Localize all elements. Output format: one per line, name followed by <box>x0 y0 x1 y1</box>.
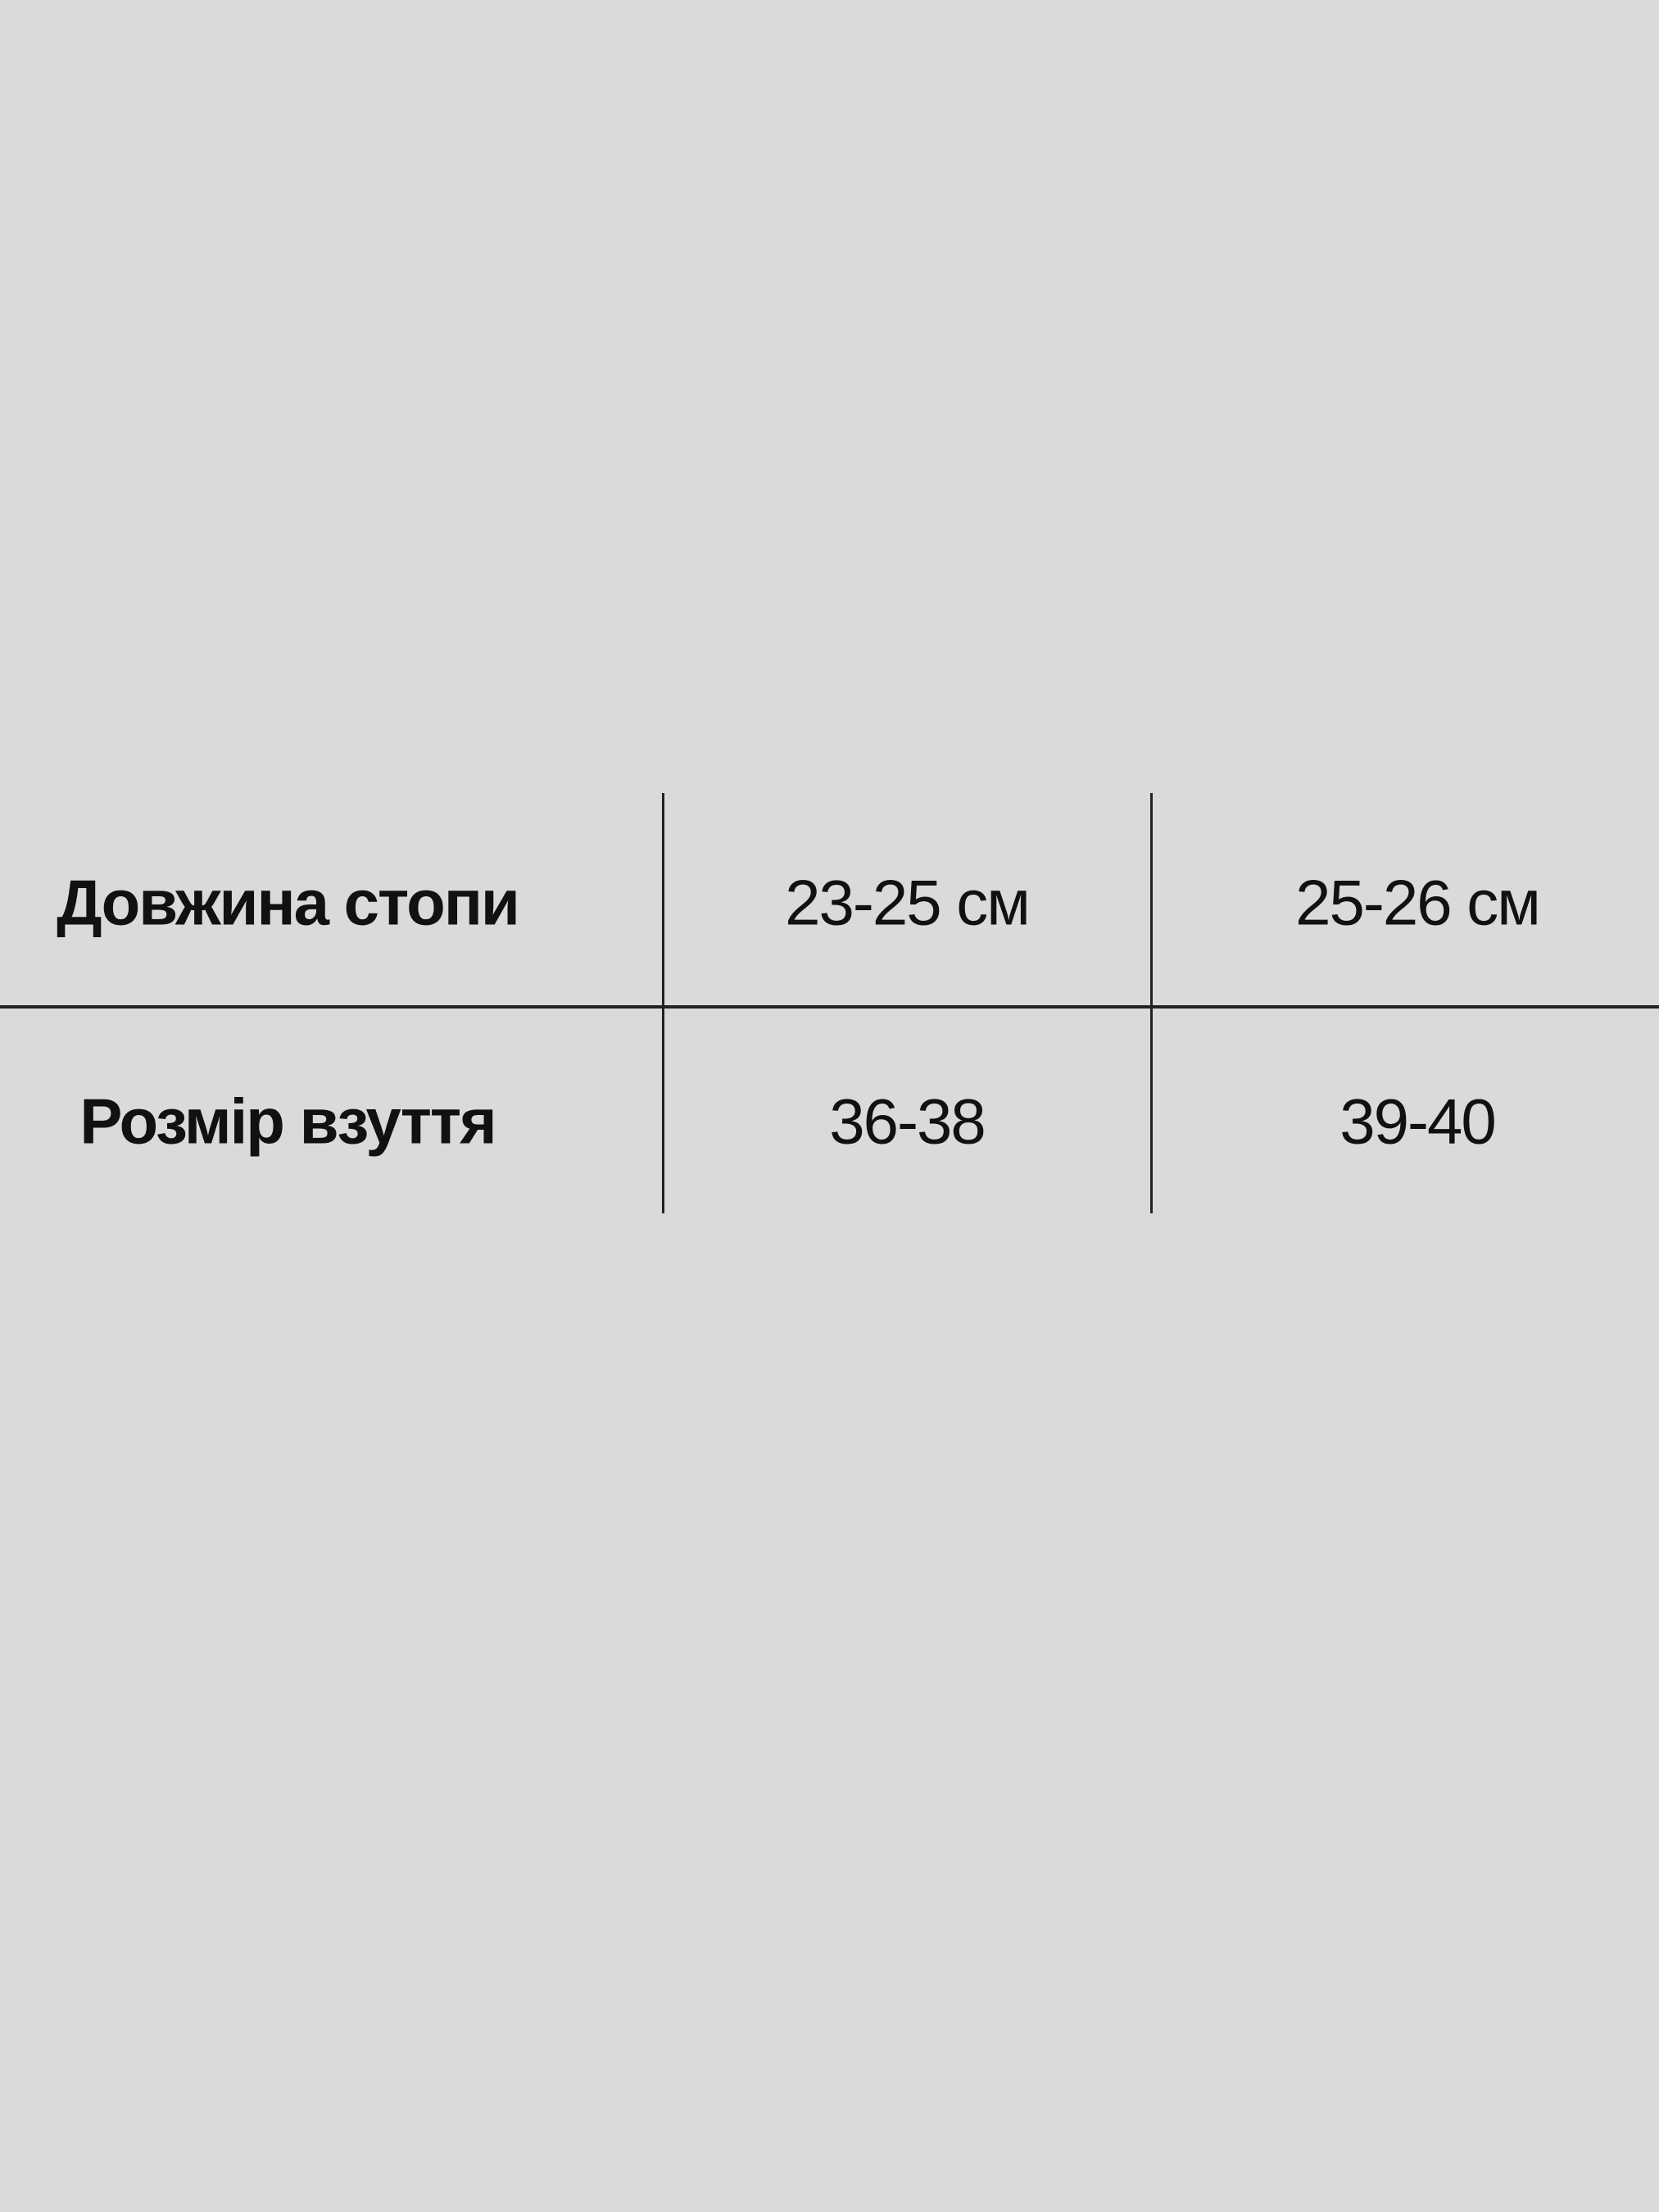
column-divider <box>1150 793 1153 1213</box>
table-cell: 23-25 см <box>785 866 1031 939</box>
table-cell: 25-26 см <box>1295 866 1541 939</box>
row-label-foot-length: Довжина стопи <box>57 866 520 939</box>
row-divider <box>0 1005 1659 1009</box>
column-divider <box>662 793 664 1213</box>
table-cell: 39-40 <box>1339 1085 1496 1158</box>
row-label-shoe-size: Розмір взуття <box>79 1085 496 1158</box>
table-cell: 36-38 <box>829 1085 986 1158</box>
